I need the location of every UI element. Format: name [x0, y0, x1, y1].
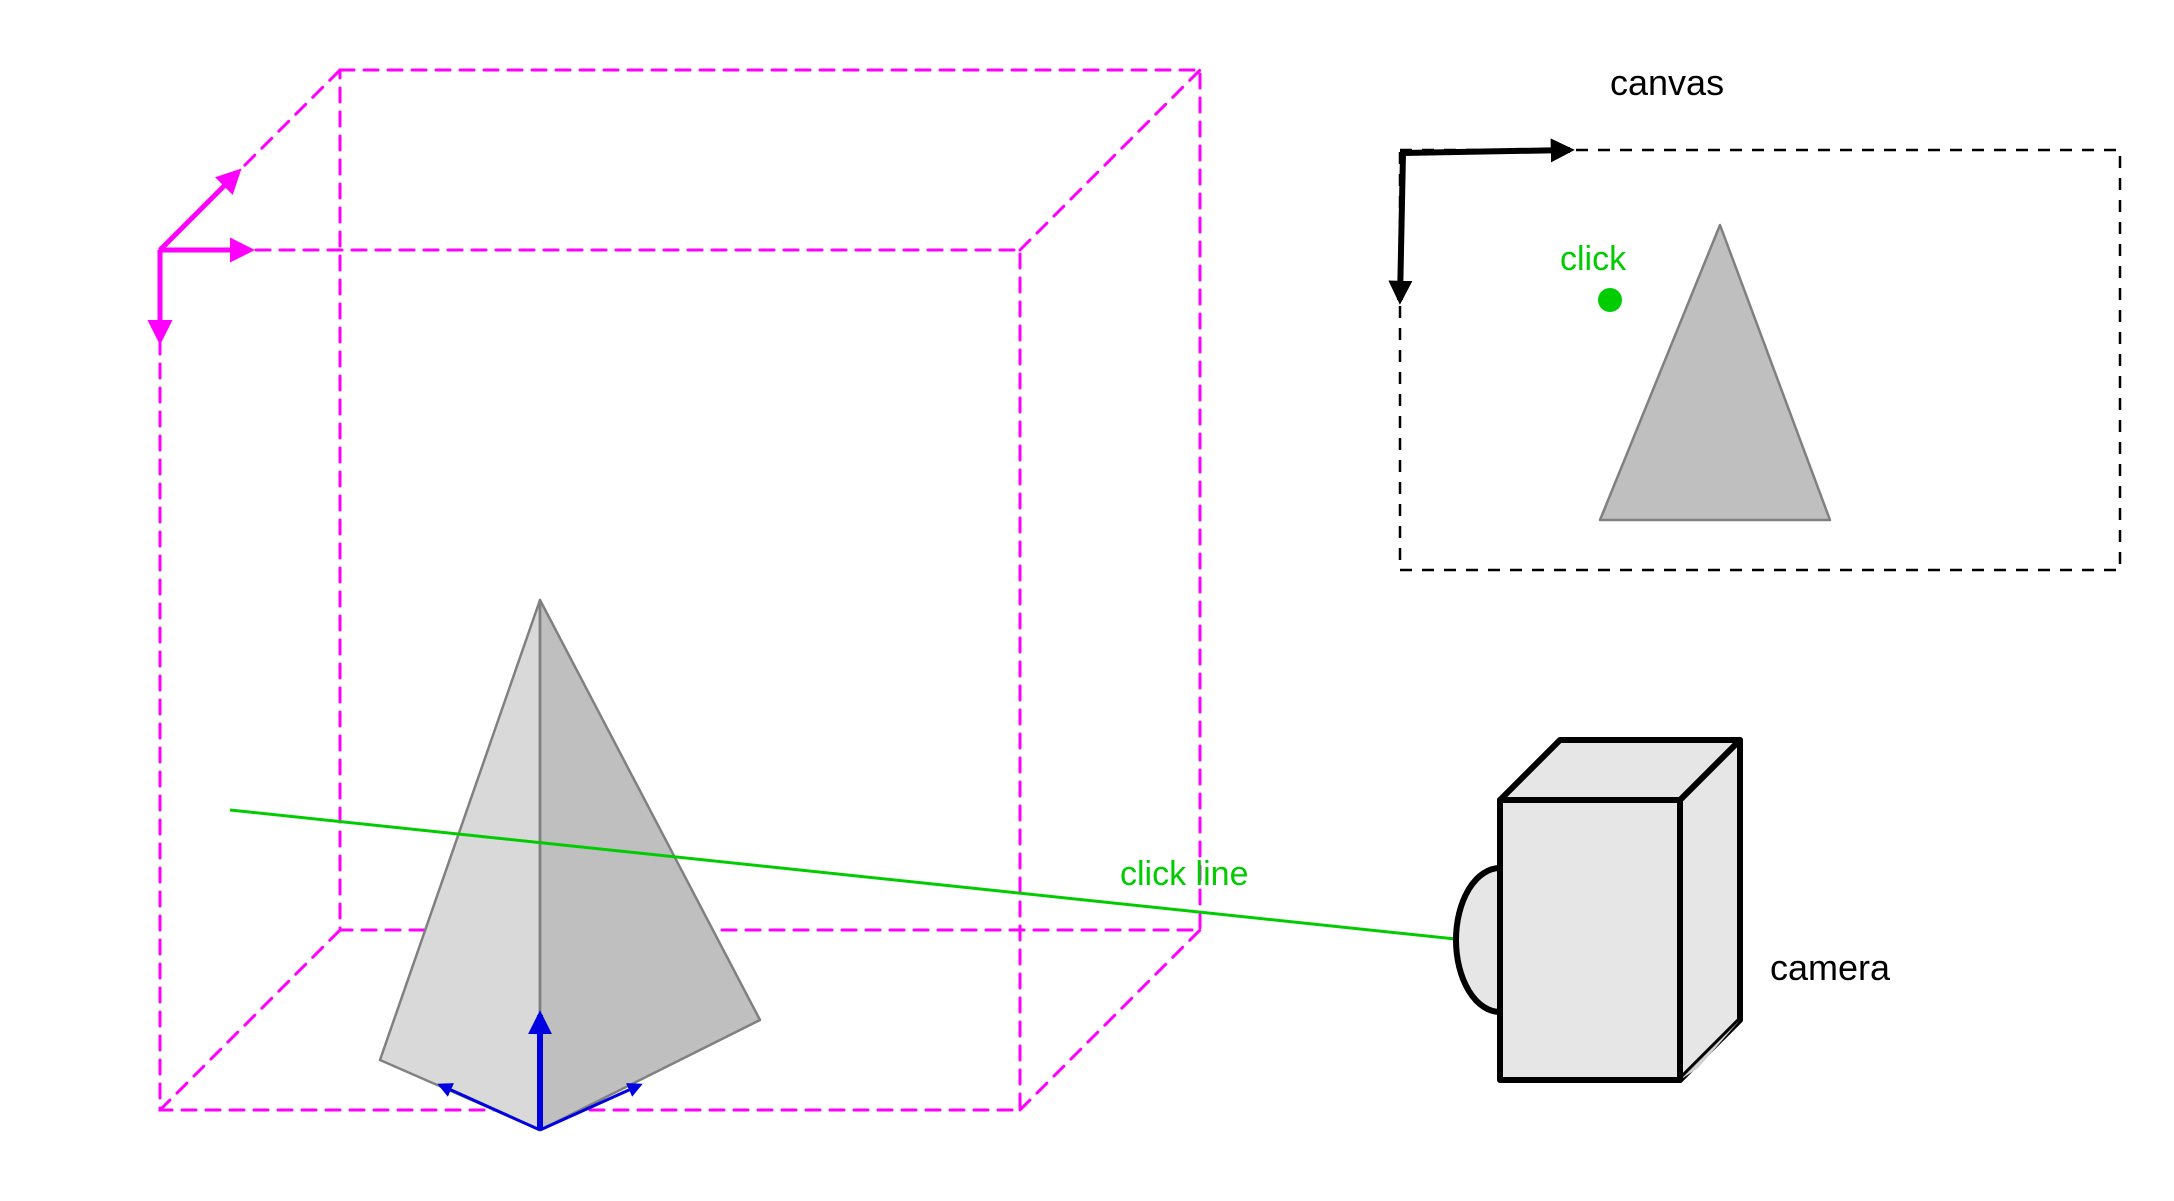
click-label: click — [1560, 240, 1627, 278]
camera-label: camera — [1770, 947, 1891, 988]
canvas-pyramid-projection — [1600, 225, 1830, 520]
click-line-label: click line — [1120, 855, 1248, 893]
click-ray-line — [230, 810, 1465, 940]
cube-origin-axes-icon — [160, 172, 250, 340]
camera-icon — [1456, 740, 1740, 1080]
click-point-icon — [1598, 288, 1622, 312]
canvas-label: canvas — [1610, 62, 1724, 103]
canvas-panel: click — [1400, 150, 2120, 570]
pyramid-model — [380, 600, 760, 1130]
